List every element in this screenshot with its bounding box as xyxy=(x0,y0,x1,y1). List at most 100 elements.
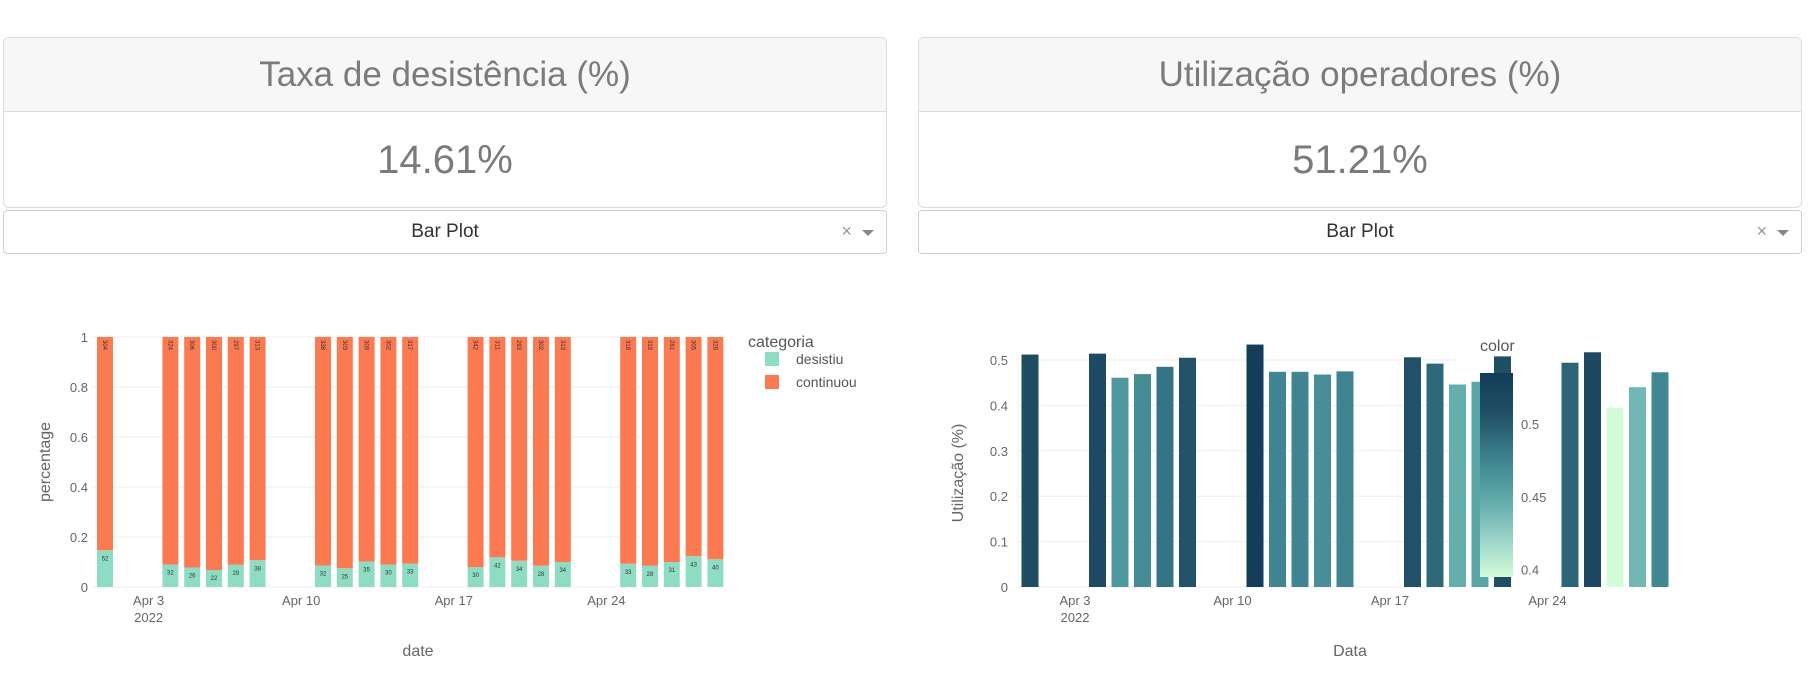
plot-type-selected-value: Bar Plot xyxy=(411,221,479,242)
bar-segment-continuou xyxy=(336,337,353,569)
bar xyxy=(1246,344,1264,587)
x-tick-label: Apr 10 xyxy=(282,593,320,608)
bar-segment-desistiu xyxy=(402,563,419,587)
data-label: 22 xyxy=(211,576,218,582)
legend-swatch-desistiu xyxy=(765,352,779,366)
bar-segment-desistiu xyxy=(97,550,113,587)
dropout-stacked-bar-chart: 0 0.2 0.4 0.6 0.8 1 52 304 32 324 26 306 22 300 29 297 3… xyxy=(37,330,857,660)
data-label: 38 xyxy=(254,566,261,572)
bar xyxy=(1179,357,1196,587)
chevron-down-icon[interactable] xyxy=(1777,230,1789,236)
bar-segment-continuou xyxy=(97,337,113,551)
bar-segment-desistiu xyxy=(620,563,637,587)
bar xyxy=(1561,362,1579,587)
bar-segment-desistiu xyxy=(206,570,222,587)
data-label: 30 xyxy=(385,571,392,577)
data-label: 31 xyxy=(668,568,675,574)
bar-segment-desistiu xyxy=(489,557,506,587)
bar-segment-continuou xyxy=(685,337,702,557)
x-axis-title: date xyxy=(402,643,433,660)
legend-swatch-continuou xyxy=(765,375,779,389)
data-label: 28 xyxy=(647,572,654,578)
x-tick-label: Apr 17 xyxy=(435,593,473,608)
bar-segment-desistiu xyxy=(554,562,571,587)
y-axis-title: Utilização (%) xyxy=(950,424,967,523)
data-label: 305 xyxy=(690,340,696,351)
bar xyxy=(1134,374,1151,587)
bar-segment-desistiu xyxy=(227,564,244,587)
x-tick-sublabel: 2022 xyxy=(1061,610,1090,625)
bar-segment-continuou xyxy=(162,337,179,565)
data-label: 324 xyxy=(166,340,172,351)
bar xyxy=(1404,357,1421,587)
y-tick-label: 1 xyxy=(81,330,88,345)
chevron-down-icon[interactable] xyxy=(862,230,874,236)
plot-type-dropdown-left[interactable]: Bar Plot × xyxy=(3,210,887,254)
y-tick-label: 0.1 xyxy=(990,535,1008,550)
y-tick-label: 0.2 xyxy=(70,530,88,545)
data-label: 317 xyxy=(406,340,412,351)
colorbar-tick-label: 0.5 xyxy=(1521,417,1539,432)
bar-segment-continuou xyxy=(249,337,266,561)
data-label: 311 xyxy=(493,340,499,350)
data-label: 34 xyxy=(516,567,523,573)
data-label: 309 xyxy=(363,340,369,351)
bar-segment-desistiu xyxy=(249,560,266,587)
bar-segment-desistiu xyxy=(685,556,702,587)
data-label: 304 xyxy=(101,340,107,351)
x-tick-label: Apr 3 xyxy=(133,593,164,608)
bar xyxy=(1584,352,1601,587)
bar-segment-desistiu xyxy=(511,560,528,587)
bar-segment-continuou xyxy=(620,337,637,564)
y-tick-label: 0.8 xyxy=(70,380,88,395)
bar xyxy=(1291,371,1309,587)
data-label: 32 xyxy=(167,571,174,577)
data-label: 293 xyxy=(515,340,521,351)
bar-segment-continuou xyxy=(315,337,331,566)
bar-segment-continuou xyxy=(380,337,397,565)
bar-segment-desistiu xyxy=(315,565,331,587)
dropout-rate-value: 14.61% xyxy=(377,137,513,182)
bar xyxy=(1426,363,1444,587)
bar xyxy=(1269,371,1286,587)
bar-segment-desistiu xyxy=(184,567,201,587)
data-label: 318 xyxy=(624,340,630,351)
bar-segment-desistiu xyxy=(533,565,549,587)
data-label: 26 xyxy=(189,574,196,580)
clear-icon[interactable]: × xyxy=(1756,221,1767,241)
data-label: 302 xyxy=(384,340,390,351)
bar-segment-desistiu xyxy=(467,567,484,587)
bar-segment-continuou xyxy=(511,337,528,561)
bar-segment-continuou xyxy=(206,337,222,570)
clear-icon[interactable]: × xyxy=(841,221,852,241)
plot-type-dropdown-right[interactable]: Bar Plot × xyxy=(918,210,1802,254)
bar-segment-continuou xyxy=(467,337,484,567)
y-tick-label: 0.5 xyxy=(990,353,1008,368)
operator-utilization-title: Utilização operadores (%) xyxy=(919,38,1801,112)
utilization-bar-chart: 0 0.1 0.2 0.3 0.4 0.5 Apr 3 2022 Apr 10 Apr 17 Apr… xyxy=(950,338,1669,660)
y-tick-label: 0 xyxy=(1001,580,1008,595)
colorbar-tick-label: 0.45 xyxy=(1521,490,1546,505)
x-tick-label: Apr 24 xyxy=(1528,593,1566,608)
data-label: 40 xyxy=(712,565,719,571)
data-label: 328 xyxy=(711,340,717,351)
y-tick-label: 0.4 xyxy=(70,480,88,495)
bar-segment-desistiu xyxy=(358,561,375,587)
dropout-rate-card: Taxa de desistência (%) 14.61% xyxy=(3,37,887,208)
plot-type-selected-value: Bar Plot xyxy=(1326,221,1394,242)
legend-label-continuou: continuou xyxy=(796,374,857,390)
bar xyxy=(1606,407,1624,587)
data-label: 302 xyxy=(537,340,543,351)
bar-segment-continuou xyxy=(227,337,244,565)
bar-segment-desistiu xyxy=(663,562,680,587)
bar xyxy=(1449,384,1466,587)
bar-segment-continuou xyxy=(554,337,571,562)
data-label: 281 xyxy=(668,340,674,351)
colorbar-title: color xyxy=(1480,338,1515,355)
bar-segment-desistiu xyxy=(380,564,397,587)
data-label: 33 xyxy=(407,570,414,576)
bar-segment-desistiu xyxy=(162,564,179,587)
bar-segment-desistiu xyxy=(336,568,353,587)
bar-segment-continuou xyxy=(402,337,419,564)
bar-segment-continuou xyxy=(642,337,658,566)
